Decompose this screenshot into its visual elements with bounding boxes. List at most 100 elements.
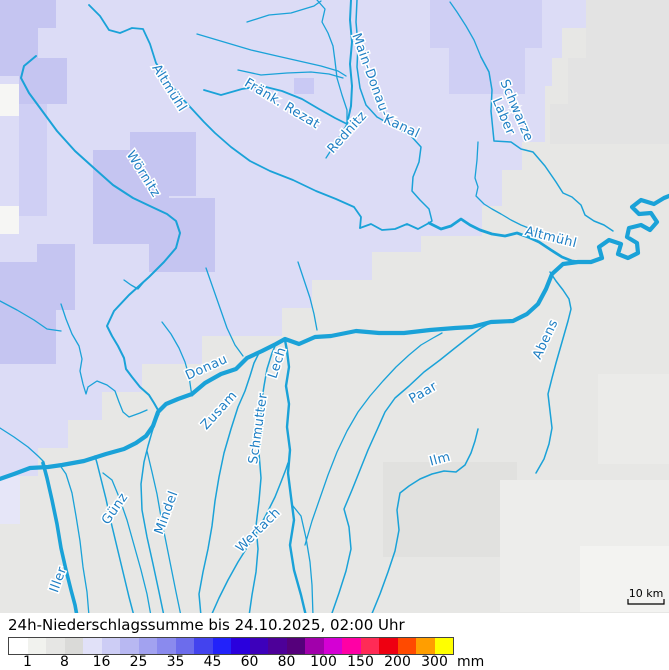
precip-cell: [550, 104, 669, 144]
colorbar-tick-label: 8: [60, 654, 69, 670]
river-woernitz-tributary: [123, 279, 144, 290]
river-friedberger-ach: [304, 332, 443, 546]
precip-cell: [130, 132, 196, 196]
river-fraenkische-rezat: [203, 85, 348, 125]
river-zusam: [198, 352, 260, 613]
precip-cell: [580, 546, 669, 612]
river-altmuehl-mid: [359, 222, 430, 231]
precip-cell: [0, 142, 522, 170]
colorbar-tick-label: 200: [384, 654, 411, 670]
precip-cell: [0, 392, 102, 420]
colorbar-cell: [46, 638, 65, 654]
colorbar-cell: [138, 638, 157, 654]
precip-cell: [598, 374, 669, 464]
river-abens: [535, 271, 572, 474]
colorbar-unit-label: mm: [457, 654, 485, 670]
scale-bar-label: 10 km: [629, 587, 664, 600]
colorbar-cell: [286, 638, 305, 654]
colorbar-cell: [194, 638, 213, 654]
river-lech: [283, 338, 307, 613]
precip-cell: [0, 86, 545, 142]
colorbar-cell: [249, 638, 268, 654]
precip-cell: [0, 84, 19, 116]
river-bibert: [237, 69, 344, 79]
colorbar-cell: [416, 638, 435, 654]
colorbar-cell: [360, 638, 379, 654]
precip-cell: [19, 58, 67, 104]
river-donau-tributary-nw: [0, 427, 45, 463]
colorbar-tick-label: 80: [277, 654, 296, 670]
precip-cell: [383, 462, 517, 557]
river-schutter: [297, 261, 318, 331]
colorbar-tick-label: 300: [421, 654, 448, 670]
river-mindel: [140, 413, 165, 613]
river-paar: [331, 322, 491, 613]
precip-cell: [0, 206, 19, 234]
colorbar-cell: [157, 638, 176, 654]
river-schmutter: [248, 343, 277, 613]
river-aurach: [246, 0, 322, 23]
precip-cell: [0, 364, 142, 392]
precip-cell: [149, 198, 215, 272]
colorbar-tick-label: 150: [347, 654, 374, 670]
colorbar-tick-label: 25: [129, 654, 148, 670]
colorbar-cell: [120, 638, 139, 654]
river-egau-tributary: [0, 300, 62, 332]
river-roth: [58, 463, 90, 613]
colorbar-cell: [64, 638, 83, 654]
colorbar-tick-label: 16: [92, 654, 111, 670]
river-kammel: [146, 450, 182, 613]
precip-cell: [568, 58, 669, 104]
river-wertach: [211, 462, 289, 613]
river-zenn: [196, 33, 347, 77]
colorbar-tick-label: 100: [310, 654, 337, 670]
colorbar-cell: [212, 638, 231, 654]
scale-bar: 10 km: [627, 586, 665, 605]
colorbar-cell: [434, 638, 453, 654]
map-canvas: Altmühl Wörnitz Fränk. Rezat Rednitz Main-Do…: [0, 0, 669, 613]
colorbar-cell: [101, 638, 120, 654]
colorbar-tick-label: 35: [166, 654, 185, 670]
scale-bar-line: [627, 599, 665, 605]
colorbar-cell: [27, 638, 46, 654]
colorbar-tick-label: 45: [203, 654, 222, 670]
river-schwarze-laber: [480, 56, 614, 232]
precip-cell: [0, 206, 482, 236]
precip-cell: [449, 48, 525, 94]
precip-cell: [0, 420, 68, 448]
river-guenz-east: [102, 472, 152, 613]
colorbar-cell: [83, 638, 102, 654]
precip-cell: [430, 0, 542, 48]
colorbar-cell: [305, 638, 324, 654]
colorbar-cell: [231, 638, 250, 654]
precip-cell: [0, 262, 56, 364]
river-label: Ilm: [428, 450, 452, 470]
colorbar-tick-label: 60: [240, 654, 259, 670]
legend-tick-labels: 1 8 16 25 35 45 60 80 100 150 200 300 mm: [8, 654, 528, 670]
precip-cell: [294, 78, 314, 94]
legend-colorbar: [8, 637, 454, 655]
river-schwarze-laber-upper: [449, 1, 482, 58]
precip-cell: [0, 170, 502, 206]
river-donau: [0, 193, 669, 482]
colorbar-cell: [342, 638, 361, 654]
colorbar-cell: [397, 638, 416, 654]
precip-cell: [586, 0, 669, 58]
river-kessel: [161, 321, 193, 397]
colorbar-cell: [175, 638, 194, 654]
colorbar-cell: [9, 638, 28, 654]
river-main-donau-kanal: [355, 0, 433, 224]
legend-panel: 24h-Niederschlagssumme bis 24.10.2025, 0…: [0, 613, 669, 670]
river-ilm: [371, 428, 479, 613]
river-egau: [60, 303, 148, 418]
river-anlauter: [474, 141, 540, 235]
legend-title: 24h-Niederschlagssumme bis 24.10.2025, 0…: [8, 616, 405, 634]
colorbar-tick-label: 1: [23, 654, 32, 670]
river-rednitz: [346, 0, 353, 125]
river-ries-stream: [205, 267, 244, 357]
precip-cell: [19, 104, 47, 216]
river-lech-channel: [292, 505, 314, 613]
river-iller: [41, 461, 79, 613]
river-altmuehl-upper: [88, 4, 362, 229]
